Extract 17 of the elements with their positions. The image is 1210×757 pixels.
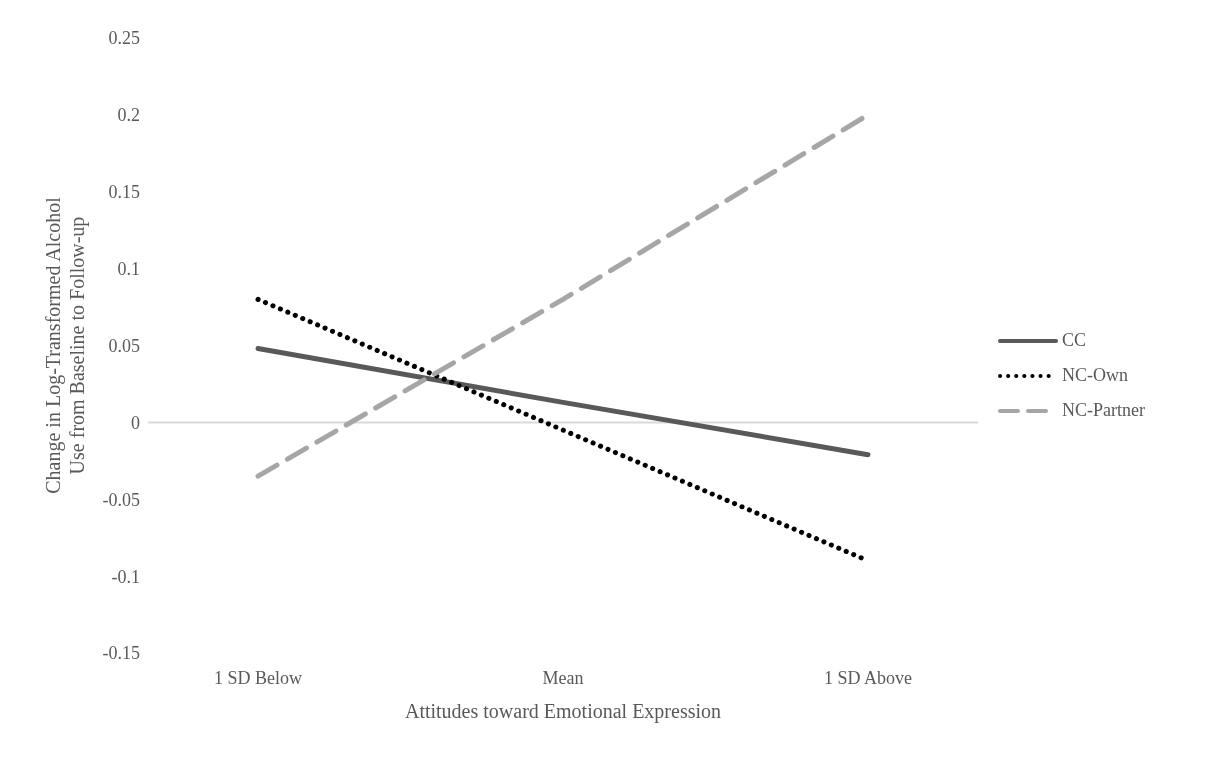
y-tick-label: 0.1 xyxy=(117,259,140,280)
legend-label: NC-Partner xyxy=(1062,400,1145,421)
y-tick-label: 0.2 xyxy=(117,105,140,126)
legend-label: CC xyxy=(1062,330,1087,351)
y-tick-label: 0.25 xyxy=(108,28,140,49)
legend-label: NC-Own xyxy=(1062,365,1128,386)
x-tick-label: 1 SD Below xyxy=(213,667,303,688)
y-tick-label: -0.1 xyxy=(111,566,140,587)
y-tick-label: -0.05 xyxy=(102,489,140,510)
y-tick-label: -0.15 xyxy=(102,643,140,664)
y-tick-label: 0.15 xyxy=(108,182,140,203)
y-axis-title: Change in Log-Transformed Alcohol Use from Baseline to Follow-up xyxy=(42,196,89,494)
x-axis-title: Attitudes toward Emotional Expression xyxy=(404,700,722,723)
y-tick-label: 0 xyxy=(131,412,140,433)
x-tick-label: Mean xyxy=(542,667,584,688)
y-tick-label: 0.05 xyxy=(108,335,140,356)
x-tick-label: 1 SD Above xyxy=(823,667,913,688)
